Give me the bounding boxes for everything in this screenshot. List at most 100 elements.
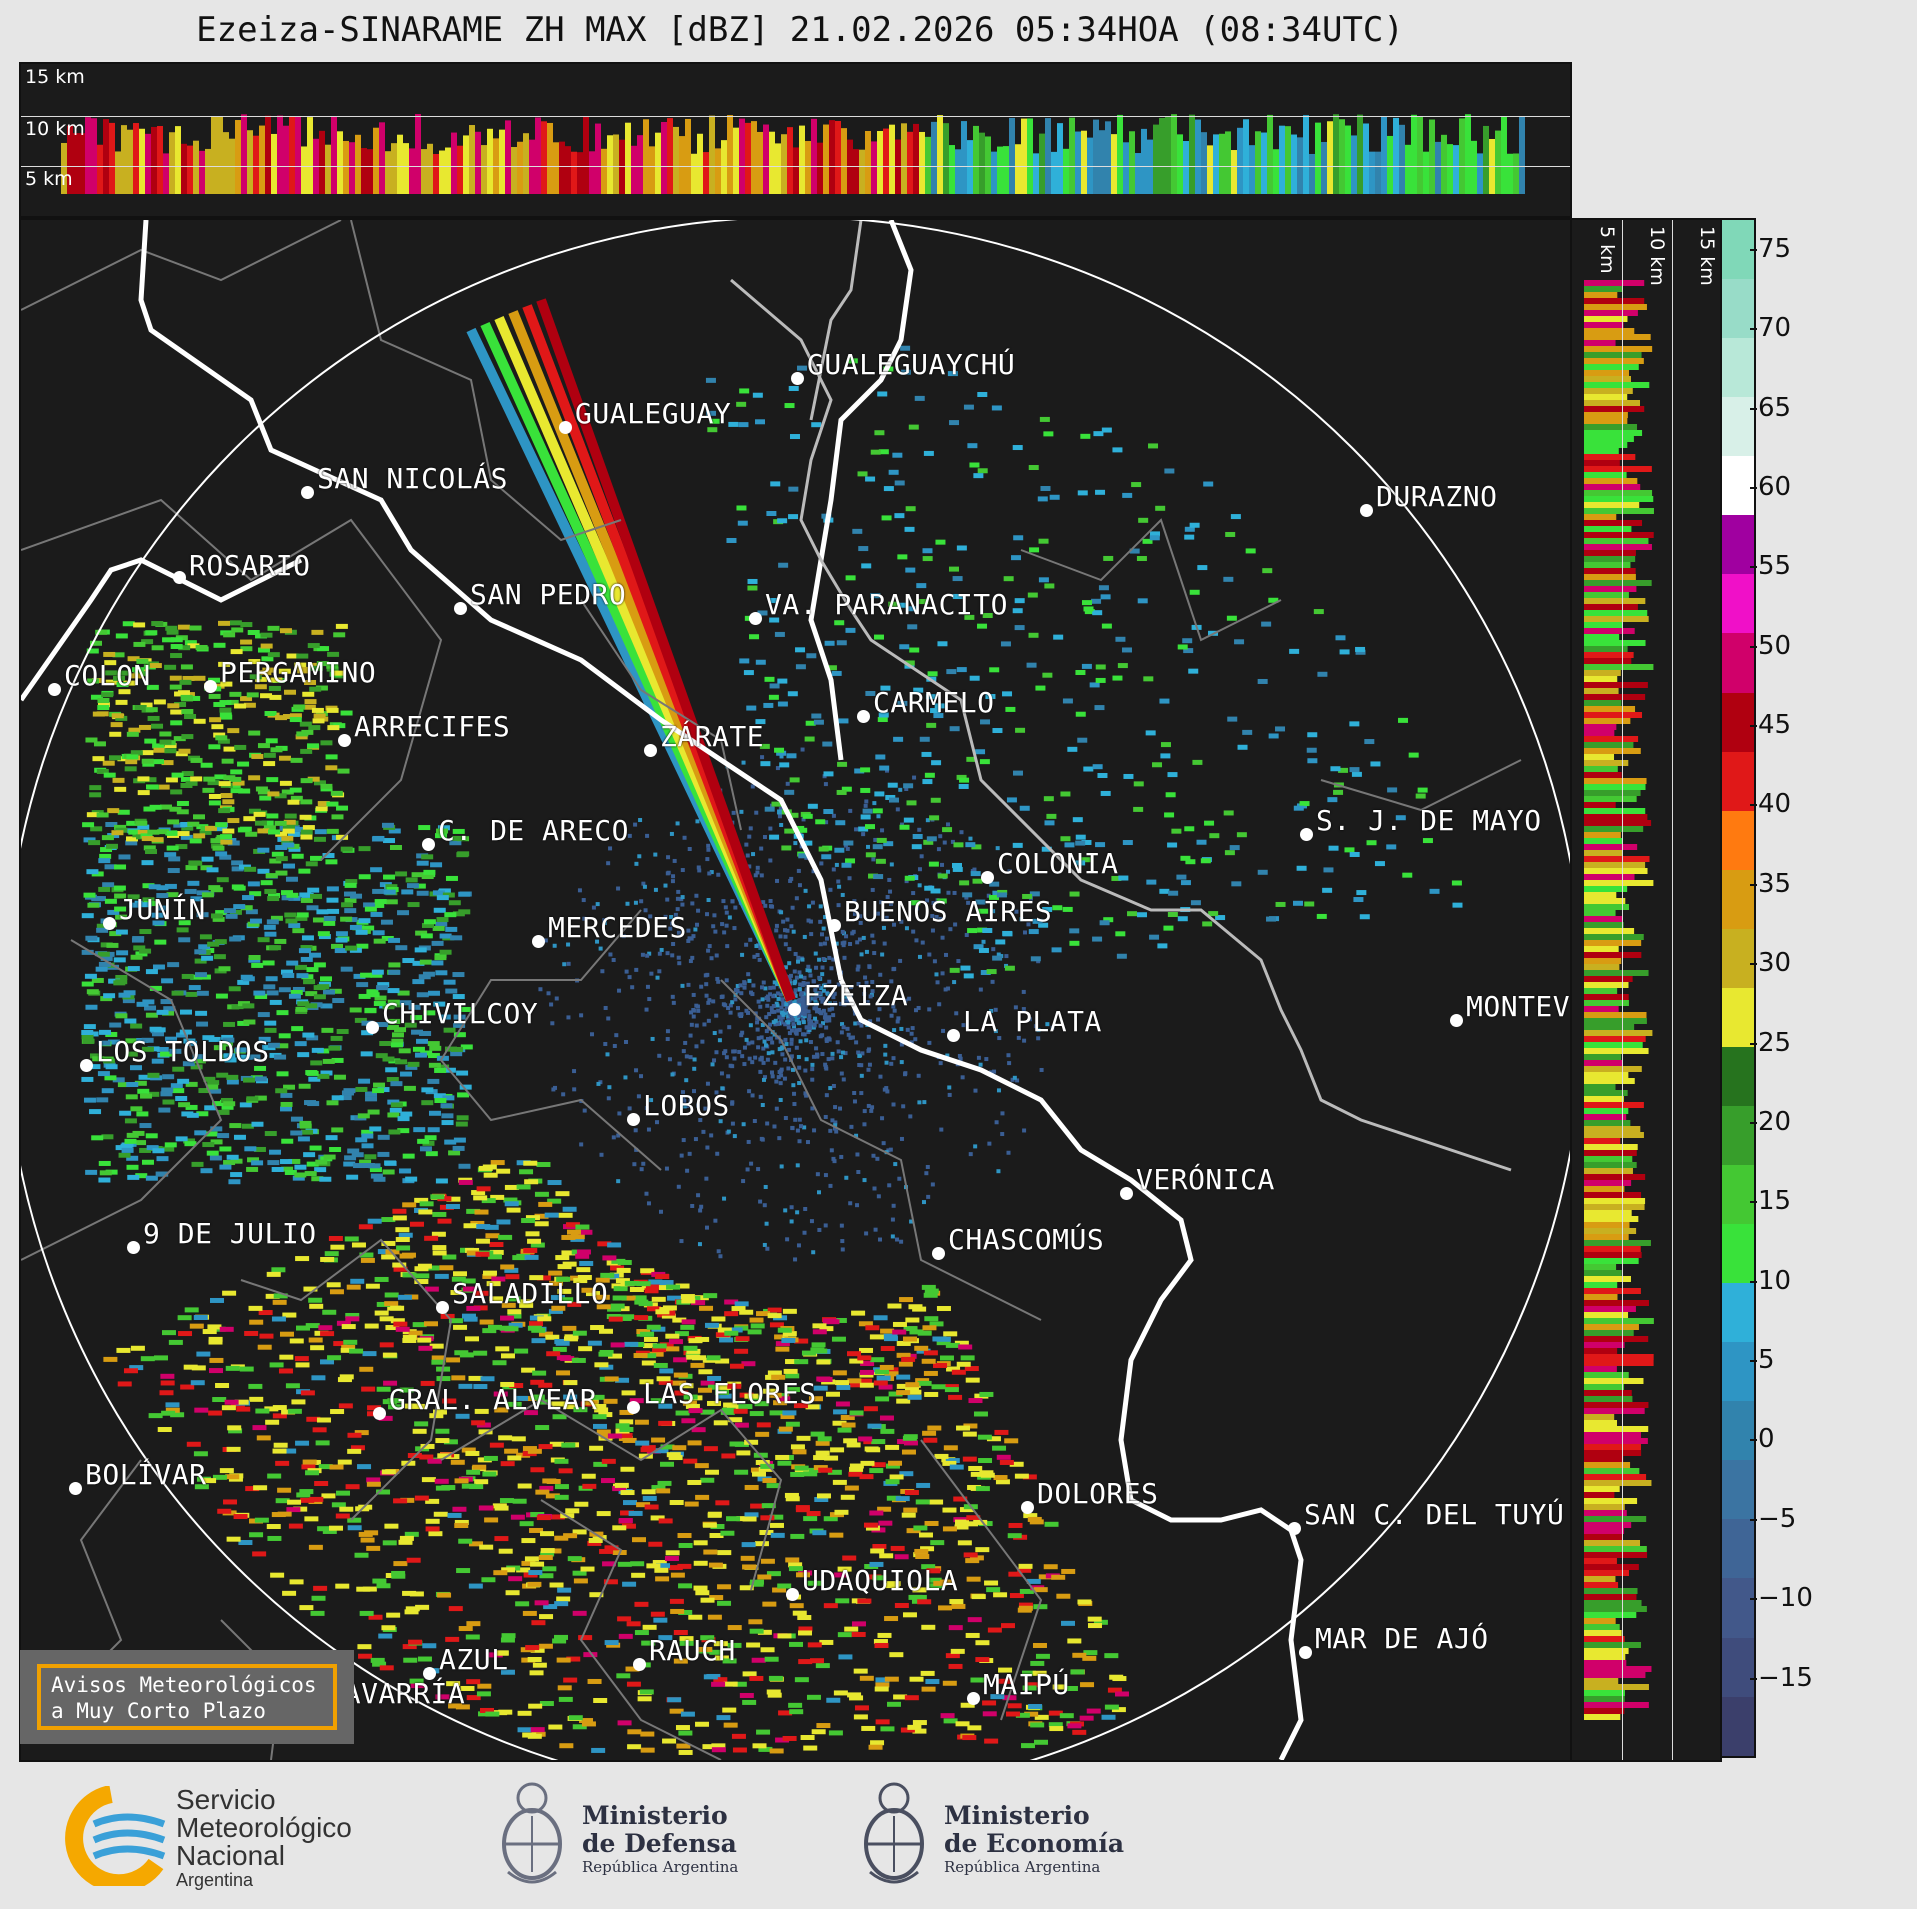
colorbar-tick-label: −10 <box>1750 1583 1813 1614</box>
city-marker <box>1450 1014 1463 1027</box>
radar-echoes <box>81 298 1463 1755</box>
city-label: VERÓNICA <box>1136 1163 1275 1196</box>
colorbar-tick-label: 40 <box>1749 789 1792 820</box>
colorbar-segment <box>1722 220 1754 280</box>
smn-line4: Argentina <box>176 1870 254 1890</box>
city-label: BUENOS AIRES <box>844 895 1053 928</box>
city-marker <box>1299 1646 1312 1659</box>
city-marker <box>559 421 572 434</box>
city-marker <box>373 1407 386 1420</box>
colorbar-tick-label: 5 <box>1750 1345 1775 1376</box>
colorbar-segment <box>1722 1105 1754 1165</box>
colorbar-segment <box>1722 751 1754 811</box>
argentina-coat-of-arms-icon <box>864 1782 924 1884</box>
city-label: JUNÍN <box>119 893 206 926</box>
smn-emblem-icon <box>65 1786 166 1886</box>
city-marker <box>423 1667 436 1680</box>
economia-line2: de Economía <box>944 1829 1125 1858</box>
economia-line1: Ministerio <box>944 1801 1090 1830</box>
city-label: C. DE ARECO <box>438 814 629 847</box>
height-line-5km <box>21 166 1570 167</box>
colorbar-tick-label: 30 <box>1749 948 1792 979</box>
city-marker <box>532 935 545 948</box>
city-marker <box>788 1003 801 1016</box>
colorbar-segment <box>1722 456 1754 516</box>
radar-map-canvas <box>21 220 1570 1760</box>
height-label-5km: 5 km <box>25 168 73 190</box>
colorbar-segment <box>1722 1460 1754 1520</box>
city-marker <box>932 1247 945 1260</box>
city-marker <box>947 1029 960 1042</box>
city-marker <box>791 372 804 385</box>
avisos-line2: a Muy Corto Plazo <box>51 1699 266 1723</box>
side-height-label-5km: 5 km <box>1596 226 1618 274</box>
height-line-10km <box>21 116 1570 117</box>
city-label: UDAQUIOLA <box>802 1564 959 1597</box>
colorbar-tick-label: −5 <box>1749 1503 1797 1534</box>
city-marker <box>454 602 467 615</box>
side-cross-section-echoes <box>1584 280 1654 1720</box>
city-marker <box>69 1482 82 1495</box>
colorbar-tick-label: 75 <box>1749 233 1792 264</box>
colorbar-segment <box>1722 928 1754 988</box>
colorbar-tick-label: 35 <box>1749 868 1792 899</box>
colorbar-segment <box>1722 1046 1754 1106</box>
city-marker <box>1021 1501 1034 1514</box>
side-height-label-15km: 15 km <box>1696 226 1718 286</box>
city-label: CARMELO <box>873 686 995 719</box>
colorbar-segment <box>1722 1578 1754 1638</box>
page-title: Ezeiza-SINARAME ZH MAX [dBZ] 21.02.2026 … <box>196 10 1404 50</box>
city-marker <box>627 1113 640 1126</box>
avisos-line1: Avisos Meteorológicos <box>51 1673 317 1697</box>
city-label: COLON <box>64 659 151 692</box>
city-label: GRAL. ALVEAR <box>389 1383 598 1416</box>
city-label: S. J. DE MAYO <box>1316 804 1542 837</box>
city-label: DURAZNO <box>1376 480 1498 513</box>
city-label: LOBOS <box>643 1089 730 1122</box>
top-cross-section-panel: 15 km 10 km 5 km <box>19 62 1572 218</box>
colorbar-tick-label: 50 <box>1749 630 1792 661</box>
city-marker <box>204 680 217 693</box>
international-border <box>21 220 1304 1760</box>
city-label: SALADILLO <box>452 1277 609 1310</box>
city-marker <box>1120 1187 1133 1200</box>
city-marker <box>857 710 870 723</box>
colorbar-segment <box>1722 810 1754 870</box>
side-cross-section-panel: 5 km 10 km 15 km <box>1570 218 1722 1762</box>
colorbar-segment <box>1722 279 1754 339</box>
radar-map[interactable]: ROSARIO GUALEGUAYCHÚ GUALEGUAY SAN NICOLÁS D… <box>19 218 1572 1762</box>
colorbar-segment <box>1722 397 1754 457</box>
city-label: AZUL <box>439 1643 509 1676</box>
smn-line1: Servicio <box>176 1784 276 1815</box>
city-marker <box>749 612 762 625</box>
height-line-10km-vertical <box>1672 220 1673 1760</box>
city-marker <box>173 571 186 584</box>
city-label: MONTEVIDEO <box>1466 990 1571 1023</box>
colorbar-tick-label: 55 <box>1749 551 1792 582</box>
colorbar <box>1720 218 1756 1758</box>
colorbar-segment <box>1722 1283 1754 1343</box>
city-label: VA. PARANACITO <box>765 588 1009 621</box>
avisos-box[interactable]: Avisos Meteorológicos a Muy Corto Plazo <box>20 1650 354 1744</box>
colorbar-tick-label: 45 <box>1749 710 1792 741</box>
city-marker <box>422 838 435 851</box>
colorbar-segment <box>1722 1224 1754 1284</box>
city-marker <box>338 734 351 747</box>
colorbar-tick-label: 70 <box>1749 313 1792 344</box>
city-label: SAN NICOLÁS <box>317 462 508 495</box>
city-label: GUALEGUAY <box>575 397 732 430</box>
colorbar-tick-label: 20 <box>1749 1106 1792 1137</box>
city-label: CHIVILCOY <box>382 997 539 1030</box>
city-label: SAN PEDRO <box>470 578 627 611</box>
city-marker <box>1360 504 1373 517</box>
city-marker <box>436 1301 449 1314</box>
colorbar-segment <box>1722 633 1754 693</box>
colorbar-segment <box>1722 1165 1754 1225</box>
colorbar-segment <box>1722 338 1754 398</box>
colorbar-tick-label: 10 <box>1749 1265 1792 1296</box>
city-label: RAUCH <box>649 1634 736 1667</box>
city-marker <box>981 871 994 884</box>
city-label: ROSARIO <box>189 549 311 582</box>
city-marker <box>627 1401 640 1414</box>
city-marker <box>80 1059 93 1072</box>
